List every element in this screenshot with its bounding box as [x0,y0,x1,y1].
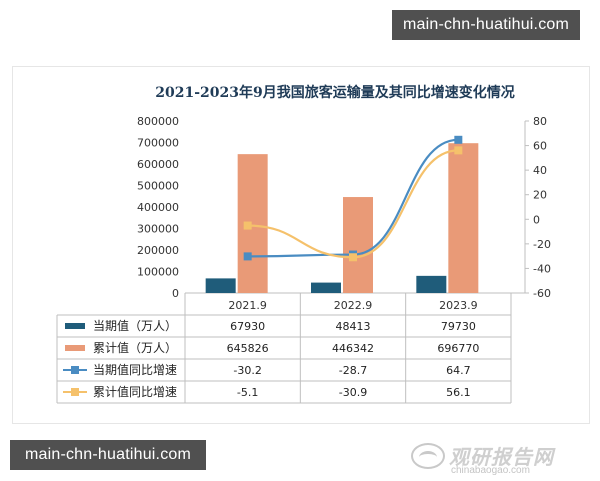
legend-label: 当期值同比增速 [93,362,177,377]
logo-text-cn: 观研报告网 [449,445,554,469]
bar-current [416,275,447,293]
y-left-tick-label: 800000 [137,115,179,128]
table-cell-value: 79730 [441,320,476,333]
legend-label: 累计值同比增速 [93,384,177,399]
legend-label: 累计值（万人） [93,340,177,355]
table-cell-value: 56.1 [446,386,471,399]
y-right-tick-label: -20 [533,238,551,251]
point-current-growth [243,252,252,261]
y-left-tick-label: 500000 [137,180,179,193]
logo-mark-icon [411,443,445,469]
line-current-growth [247,138,459,258]
bar-current [205,278,236,293]
y-right-tick-label: -40 [533,262,551,275]
table-cell-value: 645826 [227,342,269,355]
chart-title: 2021-2023年9月我国旅客运输量及其同比增速变化情况 [155,84,514,101]
y-right-tick-label: 40 [533,164,547,177]
table-cell-value: -30.9 [339,386,367,399]
y-right-tick-label: 0 [533,213,540,226]
bar-current [311,282,341,293]
table-cell-value: -30.2 [233,364,261,377]
combo-chart: 2021-2023年9月我国旅客运输量及其同比增速变化情况 0 100000 2000… [56,84,551,404]
table-cell-value: 64.7 [446,364,471,377]
y-left-tick-label: 100000 [137,266,179,279]
y-left-tick-label: 200000 [137,244,179,257]
y-right-tick-label: 60 [533,140,547,153]
table-cell-value: -5.1 [237,386,258,399]
watermark-top: main-chn-huatihui.com [392,10,580,40]
line-cumulative-growth [247,149,459,259]
bar-cumulative [448,143,479,293]
chart-frame: 2021-2023年9月我国旅客运输量及其同比增速变化情况 0 100000 2000… [12,66,590,476]
watermark-bottom: main-chn-huatihui.com [10,440,206,470]
table-cell-value: -28.7 [339,364,367,377]
y-right-tick-label: 80 [533,115,547,128]
y-left-tick-label: 600000 [137,158,179,171]
chinabaogao-logo: 观研报告网 chinabaogao.com [411,441,571,481]
logo-text-en: chinabaogao.com [451,465,530,476]
legend-swatch [65,345,85,351]
bar-cumulative [343,197,373,293]
point-current-growth [454,135,463,144]
y-right-tick-label: -60 [533,287,551,300]
table-cell-value: 48413 [336,320,371,333]
legend-label: 当期值（万人） [93,318,177,333]
table-cell-value: 446342 [332,342,374,355]
x-tick-label: 2022.9 [334,299,373,312]
point-cumulative-growth [243,221,252,230]
table-cell-value: 696770 [437,342,479,355]
x-tick-label: 2023.9 [439,299,478,312]
y-right-tick-label: 20 [533,189,547,202]
y-left-tick-label: 700000 [137,137,179,150]
point-cumulative-growth [454,146,463,155]
legend-marker [71,366,79,374]
table-cell-value: 67930 [230,320,265,333]
x-tick-label: 2021.9 [228,299,267,312]
point-cumulative-growth [349,253,357,262]
y-left-tick-label: 300000 [137,223,179,236]
y-left-tick-label: 0 [172,287,179,300]
y-left-tick-label: 400000 [137,201,179,214]
legend-swatch [65,323,85,329]
bar-cumulative [237,154,268,293]
legend-marker [71,388,79,396]
